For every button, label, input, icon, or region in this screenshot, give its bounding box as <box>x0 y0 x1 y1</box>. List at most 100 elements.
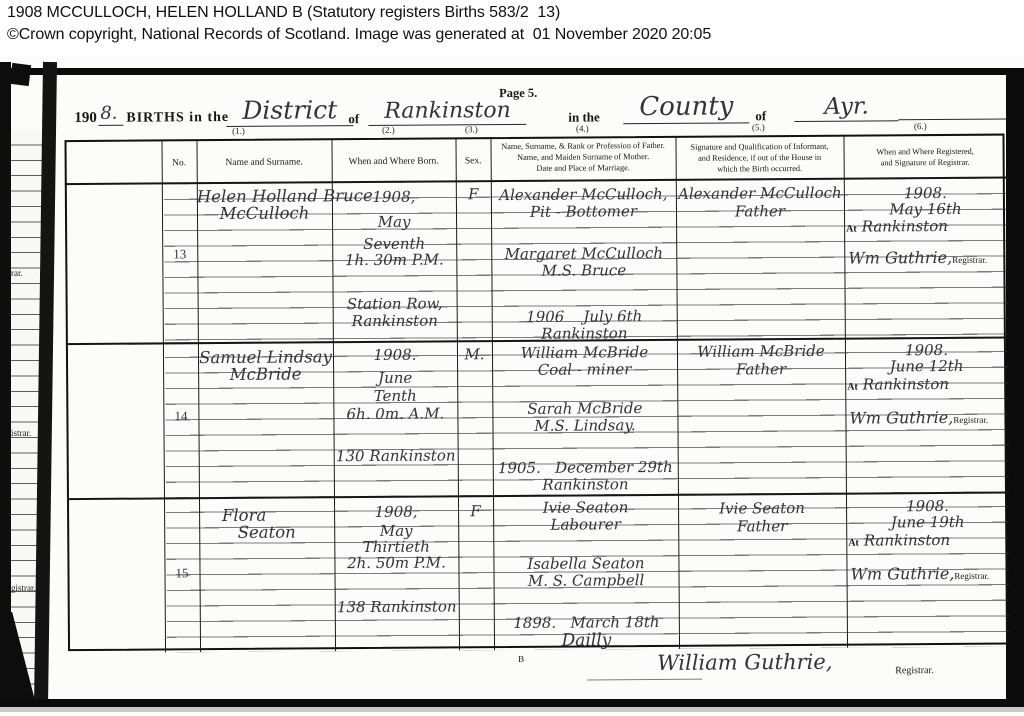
registrar-signature: Wm Guthrie, <box>849 407 954 428</box>
born-place-line1: Station Row, <box>346 294 443 314</box>
header-informant-line1: Signature and Qualification of Informant… <box>690 141 829 152</box>
registrar-label: Registrar. <box>952 254 987 265</box>
marriage-place: Rankinston <box>542 475 629 494</box>
at-label: At <box>846 223 857 235</box>
title-district-name: Rankinston <box>368 97 527 126</box>
registrar-signature-line: Wm Guthrie,Registrar. <box>849 408 988 428</box>
informant-signature: Alexander McCulloch <box>678 183 842 203</box>
child-name-line2: McBride <box>229 364 302 384</box>
child-name-line2: Seaton <box>237 522 296 542</box>
margin-text-fragment: rar. <box>11 268 23 278</box>
title-of-label: of <box>348 111 360 127</box>
column-number-4: (4.) <box>576 123 589 134</box>
entry-number: 13 <box>173 246 187 262</box>
mother-maiden-name: M.S. Lindsay. <box>534 416 636 435</box>
scan-right-border <box>1006 68 1024 707</box>
column-number-3: (3.) <box>465 124 478 135</box>
header-informant-line2: and Residence, if out of the House in <box>698 152 822 163</box>
registrar-signature-line: Wm Guthrie,Registrar. <box>850 564 989 584</box>
father-occupation: Coal - miner <box>537 360 632 379</box>
viewer-title: 1908 MCCULLOCH, HELEN HOLLAND B (Statuto… <box>7 4 561 21</box>
at-label: At <box>848 537 859 549</box>
born-time: 1h. 30m P.M. <box>344 250 444 270</box>
registered-place-line: At Rankinston <box>847 375 949 394</box>
margin-text-fragment: istrar. <box>11 428 32 438</box>
registrar-label: Registrar. <box>954 570 990 581</box>
scan-top-border <box>6 68 1024 75</box>
informant-signature: Ivie Seaton <box>719 498 805 518</box>
title-births-label: BIRTHS in the <box>126 109 230 126</box>
registrar-signature-line: Wm Guthrie,Registrar. <box>848 248 987 268</box>
header-born: When and Where Born. <box>348 156 439 168</box>
header-informant: Signature and Qualification of Informant… <box>676 142 844 176</box>
viewer-copyright: ©Crown copyright, National Records of Sc… <box>7 26 712 43</box>
born-place-line1: 130 Rankinston <box>335 446 456 466</box>
born-year: 1908, <box>372 187 416 206</box>
born-place-line2: Rankinston <box>351 311 438 331</box>
born-time: 6h. 0m. A.M. <box>346 404 445 424</box>
informant-relation: Father <box>734 202 786 221</box>
born-time: 2h. 50m P.M. <box>346 553 446 573</box>
margin-text-fragment: gistrar. <box>11 583 36 593</box>
scan-bottom-strip <box>0 707 1024 712</box>
registered-place-line: At Rankinston <box>846 217 948 236</box>
born-month: May <box>377 212 411 231</box>
title-county-name: Ayr. <box>794 93 899 123</box>
informant-signature: William McBride <box>697 341 825 361</box>
registrar-signature: Wm Guthrie, <box>850 563 955 584</box>
footer-rule <box>587 678 703 681</box>
born-year: 1908, <box>374 502 418 521</box>
title-year-printed: 190 <box>74 109 97 127</box>
title-year-handwritten: 8. <box>98 102 124 126</box>
header-registered: When and Where Registered, and Signature… <box>844 147 1007 170</box>
title-county-word: County <box>623 91 750 125</box>
register-entry-13: 13 Helen Holland Bruce McCulloch 1908, M… <box>65 178 1008 344</box>
column-number-5: (5.) <box>751 122 765 133</box>
sex-value: M. <box>464 345 485 364</box>
header-sex: Sex. <box>464 156 482 167</box>
register-entry-15: 15 Flora Seaton 1908, May Thirtieth 2h. … <box>67 491 1011 654</box>
father-occupation: Labourer <box>550 515 621 534</box>
header-parents: Name, Surname, & Rank or Profession of F… <box>491 141 676 175</box>
child-name-line2: McCulloch <box>219 203 310 224</box>
born-year: 1908. <box>373 345 417 364</box>
registrar-signature: Wm Guthrie, <box>848 247 953 268</box>
father-occupation: Pit - Bottomer <box>529 202 638 221</box>
header-no: No. <box>172 158 187 169</box>
title-district-word: District <box>226 95 354 127</box>
page-signature-mark: B <box>518 653 525 664</box>
born-month: June <box>377 368 413 387</box>
registered-date: June 19th <box>890 512 965 532</box>
header-parents-line2: Name, and Maiden Surname of Mother. <box>517 151 650 162</box>
registered-place: Rankinston <box>862 374 950 394</box>
column-number-1: (1.) <box>232 125 245 136</box>
registered-place: Rankinston <box>863 530 951 550</box>
footer-registrar-signature: William Guthrie, <box>657 649 833 675</box>
born-day: Tenth <box>373 386 417 405</box>
informant-relation: Father <box>735 360 787 379</box>
column-number-2: (2.) <box>382 124 395 135</box>
mother-maiden-name: M. S. Campbell <box>527 571 645 590</box>
footer-registrar-label: Registrar. <box>895 665 934 677</box>
sex-value: F <box>468 185 479 204</box>
header-registered-line2: and Signature of Registrar. <box>880 157 970 168</box>
registered-date: June 12th <box>889 356 964 376</box>
entry-number: 14 <box>174 408 188 424</box>
header-name: Name and Surname. <box>225 157 303 168</box>
mother-maiden-name: M.S. Bruce <box>541 261 627 280</box>
registered-place: Rankinston <box>861 216 948 236</box>
scan-bottom-border <box>0 699 1024 707</box>
book-binding-edge <box>0 62 11 712</box>
registrar-label: Registrar. <box>953 414 989 425</box>
registered-date: May 16th <box>889 199 962 219</box>
marriage-place: Dailly <box>561 630 612 651</box>
born-place-line1: 138 Rankinston <box>336 597 457 617</box>
registered-place-line: At Rankinston <box>848 531 950 550</box>
at-label: At <box>847 381 858 393</box>
informant-relation: Father <box>737 517 788 536</box>
register-entry-14: 14 Samuel Lindsay McBride 1908. June Ten… <box>66 336 1009 499</box>
column-number-6: (6.) <box>913 121 927 132</box>
entry-number: 15 <box>175 565 189 581</box>
sex-value: F <box>470 502 481 521</box>
